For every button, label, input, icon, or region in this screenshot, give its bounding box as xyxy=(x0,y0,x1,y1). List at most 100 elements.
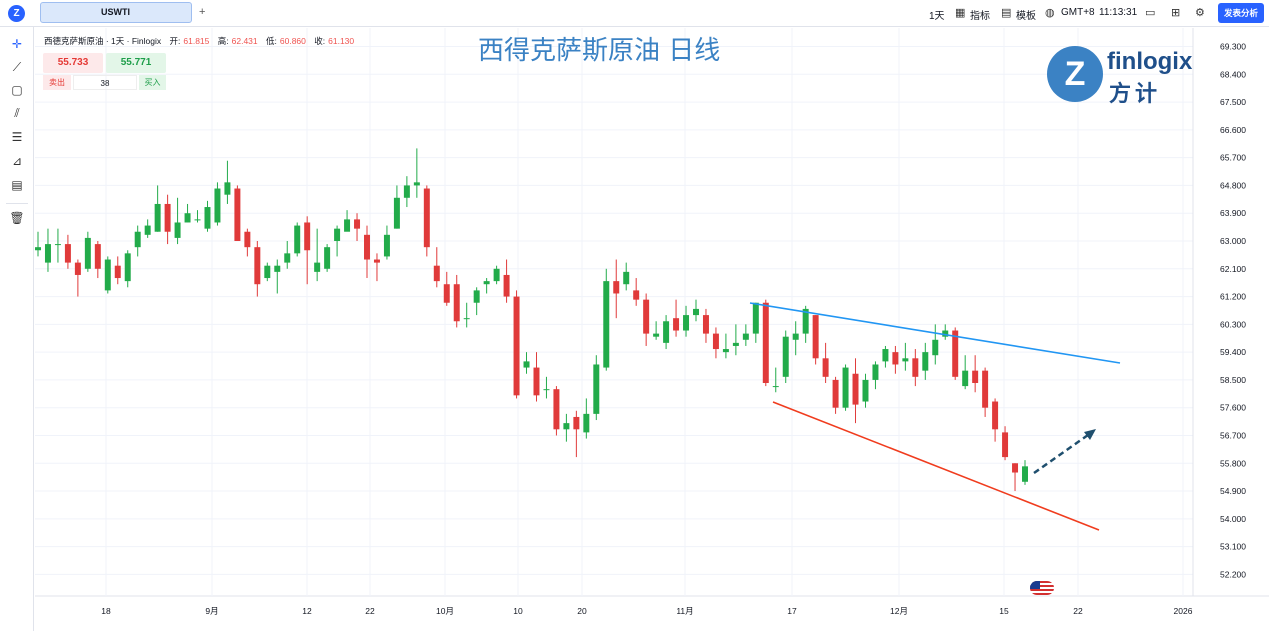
candle-body xyxy=(872,364,879,380)
trend-line-icon[interactable]: ⟋ xyxy=(12,60,22,74)
candle-body xyxy=(304,222,311,251)
candle-body xyxy=(94,244,101,269)
candle-body xyxy=(54,244,61,246)
y-tick-label: 63.000 xyxy=(1220,236,1246,246)
indicators-icon[interactable]: ▦ xyxy=(955,7,966,19)
candle-body xyxy=(423,188,430,248)
y-tick-label: 53.100 xyxy=(1220,542,1246,552)
candle-body xyxy=(513,296,520,396)
templates-icon[interactable]: ▤ xyxy=(1001,7,1012,19)
y-tick-label: 62.100 xyxy=(1220,264,1246,274)
candle-body xyxy=(992,401,999,430)
trash-icon[interactable]: 🗑 xyxy=(9,211,25,225)
crosshair-icon[interactable]: ✛ xyxy=(11,37,23,51)
ohlc-legend: 西德克萨斯原油 · 1天 · Finlogix 开: 61.815 高: 62.43… xyxy=(44,35,354,47)
symbol-tab[interactable]: USWTI xyxy=(40,2,192,23)
y-tick-label: 66.600 xyxy=(1220,125,1246,135)
candle-body xyxy=(483,281,490,285)
y-tick-label: 69.300 xyxy=(1220,42,1246,52)
candle-body xyxy=(104,259,111,291)
globe-icon[interactable]: ◍ xyxy=(1045,7,1055,19)
channel-icon[interactable]: ⫽ xyxy=(14,106,20,120)
sell-price-button[interactable]: 55.733 xyxy=(43,53,103,73)
text-note-icon[interactable]: ▤ xyxy=(11,178,23,192)
timezone-button[interactable]: GMT+8 xyxy=(1061,7,1095,18)
publish-analysis-button[interactable]: 发表分析 xyxy=(1218,3,1264,23)
candle-body xyxy=(473,290,480,303)
indicators-button[interactable]: 指标 xyxy=(970,11,990,22)
candle-body xyxy=(144,225,151,235)
finlogix-watermark: Z finlogix 方计 xyxy=(1047,46,1217,106)
layout-icon[interactable]: ⊞ xyxy=(1171,7,1181,19)
candle-body xyxy=(563,423,570,430)
brand-name-cn: 方计 xyxy=(1109,81,1162,106)
templates-button[interactable]: 模板 xyxy=(1016,11,1036,22)
candle-body xyxy=(623,271,630,285)
gann-fan-icon[interactable]: ⊿ xyxy=(11,154,23,168)
candle-body xyxy=(683,315,690,331)
x-tick-label: 2026 xyxy=(1174,606,1193,616)
candle-body xyxy=(673,318,680,331)
candle-body xyxy=(274,265,281,272)
quantity-field[interactable]: 38 xyxy=(73,75,137,90)
y-tick-label: 54.900 xyxy=(1220,486,1246,496)
candle-body xyxy=(972,370,979,383)
lower-trendline xyxy=(772,401,1100,531)
candle-body xyxy=(413,182,420,186)
y-tick-label: 58.500 xyxy=(1220,375,1246,385)
candle-body xyxy=(174,222,181,238)
candle-body xyxy=(852,373,859,405)
candle-body xyxy=(1022,466,1028,482)
x-tick-label: 20 xyxy=(577,606,587,616)
x-tick-label: 17 xyxy=(787,606,797,616)
candle-body xyxy=(334,228,341,241)
candle-body xyxy=(35,247,41,251)
sell-label[interactable]: 卖出 xyxy=(43,75,71,90)
y-tick-label: 55.800 xyxy=(1220,458,1246,468)
candle-body xyxy=(962,370,969,387)
app-logo-icon[interactable]: Z xyxy=(8,5,25,22)
buy-label[interactable]: 买入 xyxy=(139,75,166,90)
buy-price-button[interactable]: 55.771 xyxy=(106,53,166,73)
toolbar-divider xyxy=(6,203,28,204)
us-flag-icon[interactable] xyxy=(1030,581,1054,595)
x-tick-label: 12月 xyxy=(890,606,908,616)
candle-body xyxy=(523,361,530,368)
candle-body xyxy=(932,339,939,356)
candle-body xyxy=(214,188,221,223)
settings-gear-icon[interactable]: ⚙ xyxy=(1195,7,1205,19)
candle-body xyxy=(633,290,640,300)
forecast-arrow-head xyxy=(1084,429,1096,440)
legend-high-label: 高: xyxy=(217,36,229,46)
candle-body xyxy=(204,207,211,229)
x-tick-label: 10 xyxy=(513,606,523,616)
legend-symbol-name: 西德克萨斯原油 · 1天 · Finlogix xyxy=(44,36,162,46)
forecast-arrow xyxy=(1033,433,1089,475)
snapshot-icon[interactable]: ▭ xyxy=(1145,7,1156,19)
interval-button[interactable]: 1天 xyxy=(929,11,945,22)
add-tab-button[interactable]: + xyxy=(199,6,206,18)
x-tick-label: 18 xyxy=(101,606,111,616)
candle-body xyxy=(114,265,121,279)
clock-readout: 11:13:31 xyxy=(1099,7,1138,18)
candle-body xyxy=(284,253,291,263)
candle-body xyxy=(383,234,390,257)
candle-body xyxy=(942,330,949,337)
candle-body xyxy=(344,219,351,232)
candle-body xyxy=(154,203,161,232)
brand-name-en: finlogix xyxy=(1107,48,1193,75)
candle-body xyxy=(693,308,699,316)
x-tick-label: 9月 xyxy=(205,606,218,616)
legend-close-label: 收: xyxy=(314,36,326,46)
fibonacci-icon[interactable]: ☰ xyxy=(11,130,23,144)
price-chart[interactable]: 69.300 68.400 67.500 66.600 65.700 64.800 63.9… xyxy=(35,28,1269,631)
candle-body xyxy=(802,308,809,334)
candle-body xyxy=(982,370,989,408)
candle-body xyxy=(603,281,610,368)
candle-body xyxy=(842,367,849,408)
candle-body xyxy=(224,182,231,195)
candle-body xyxy=(772,386,779,388)
rectangle-icon[interactable]: ▢ xyxy=(11,83,23,97)
candle-body xyxy=(742,333,749,340)
y-tick-label: 52.200 xyxy=(1220,569,1246,579)
